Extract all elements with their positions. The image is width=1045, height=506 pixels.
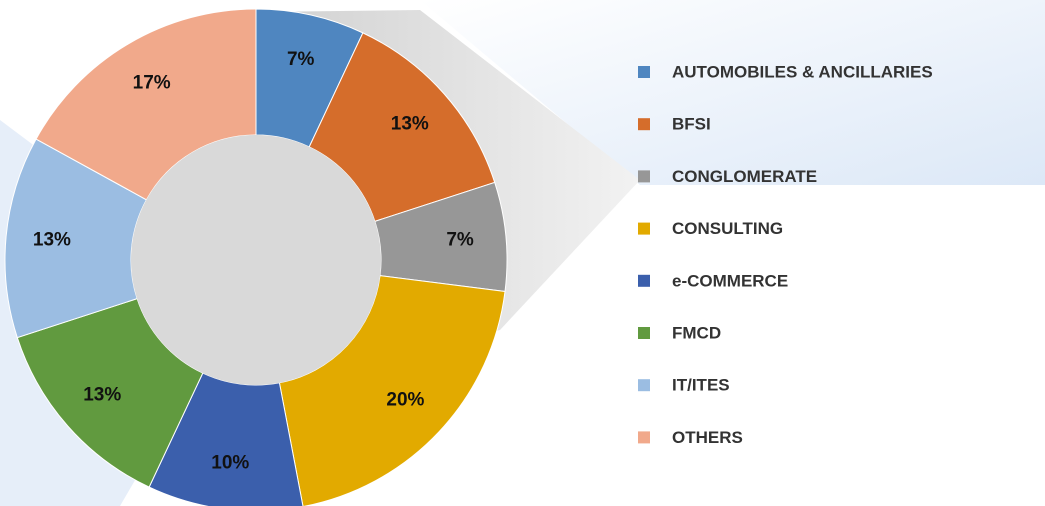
background-shape — [420, 0, 1045, 185]
data-label: 17% — [133, 73, 171, 94]
legend-swatch — [638, 66, 650, 78]
legend-swatch — [638, 170, 650, 183]
data-label: 10% — [211, 452, 249, 473]
legend-label: FMCD — [672, 323, 721, 342]
legend-swatch — [638, 274, 650, 287]
legend-label: CONSULTING — [672, 219, 783, 238]
data-label: 7% — [287, 49, 315, 70]
data-label: 13% — [391, 113, 429, 134]
data-label: 13% — [33, 230, 71, 251]
legend-swatch — [638, 431, 650, 444]
legend-swatch — [638, 118, 650, 131]
legend-swatch — [638, 327, 650, 339]
labels: 7% 13% 7% 20% 10% 13% 13% 17% — [33, 49, 474, 473]
legend-label: OTHERS — [672, 428, 743, 447]
legend-swatch — [638, 222, 650, 235]
legend-label: e-COMMERCE — [672, 271, 788, 290]
legend-label: BFSI — [672, 115, 711, 134]
legend-swatch — [638, 379, 650, 392]
legend-label: CONGLOMERATE — [672, 167, 817, 186]
legend-label: IT/ITES — [672, 376, 730, 395]
data-label: 20% — [386, 389, 424, 410]
data-label: 7% — [446, 230, 474, 251]
legend-label: AUTOMOBILES & ANCILLARIES — [672, 62, 933, 81]
donut-hole — [131, 135, 381, 385]
legend: AUTOMOBILES & ANCILLARIES BFSI CONGLOMERAT… — [638, 62, 933, 447]
data-label: 13% — [83, 385, 121, 406]
